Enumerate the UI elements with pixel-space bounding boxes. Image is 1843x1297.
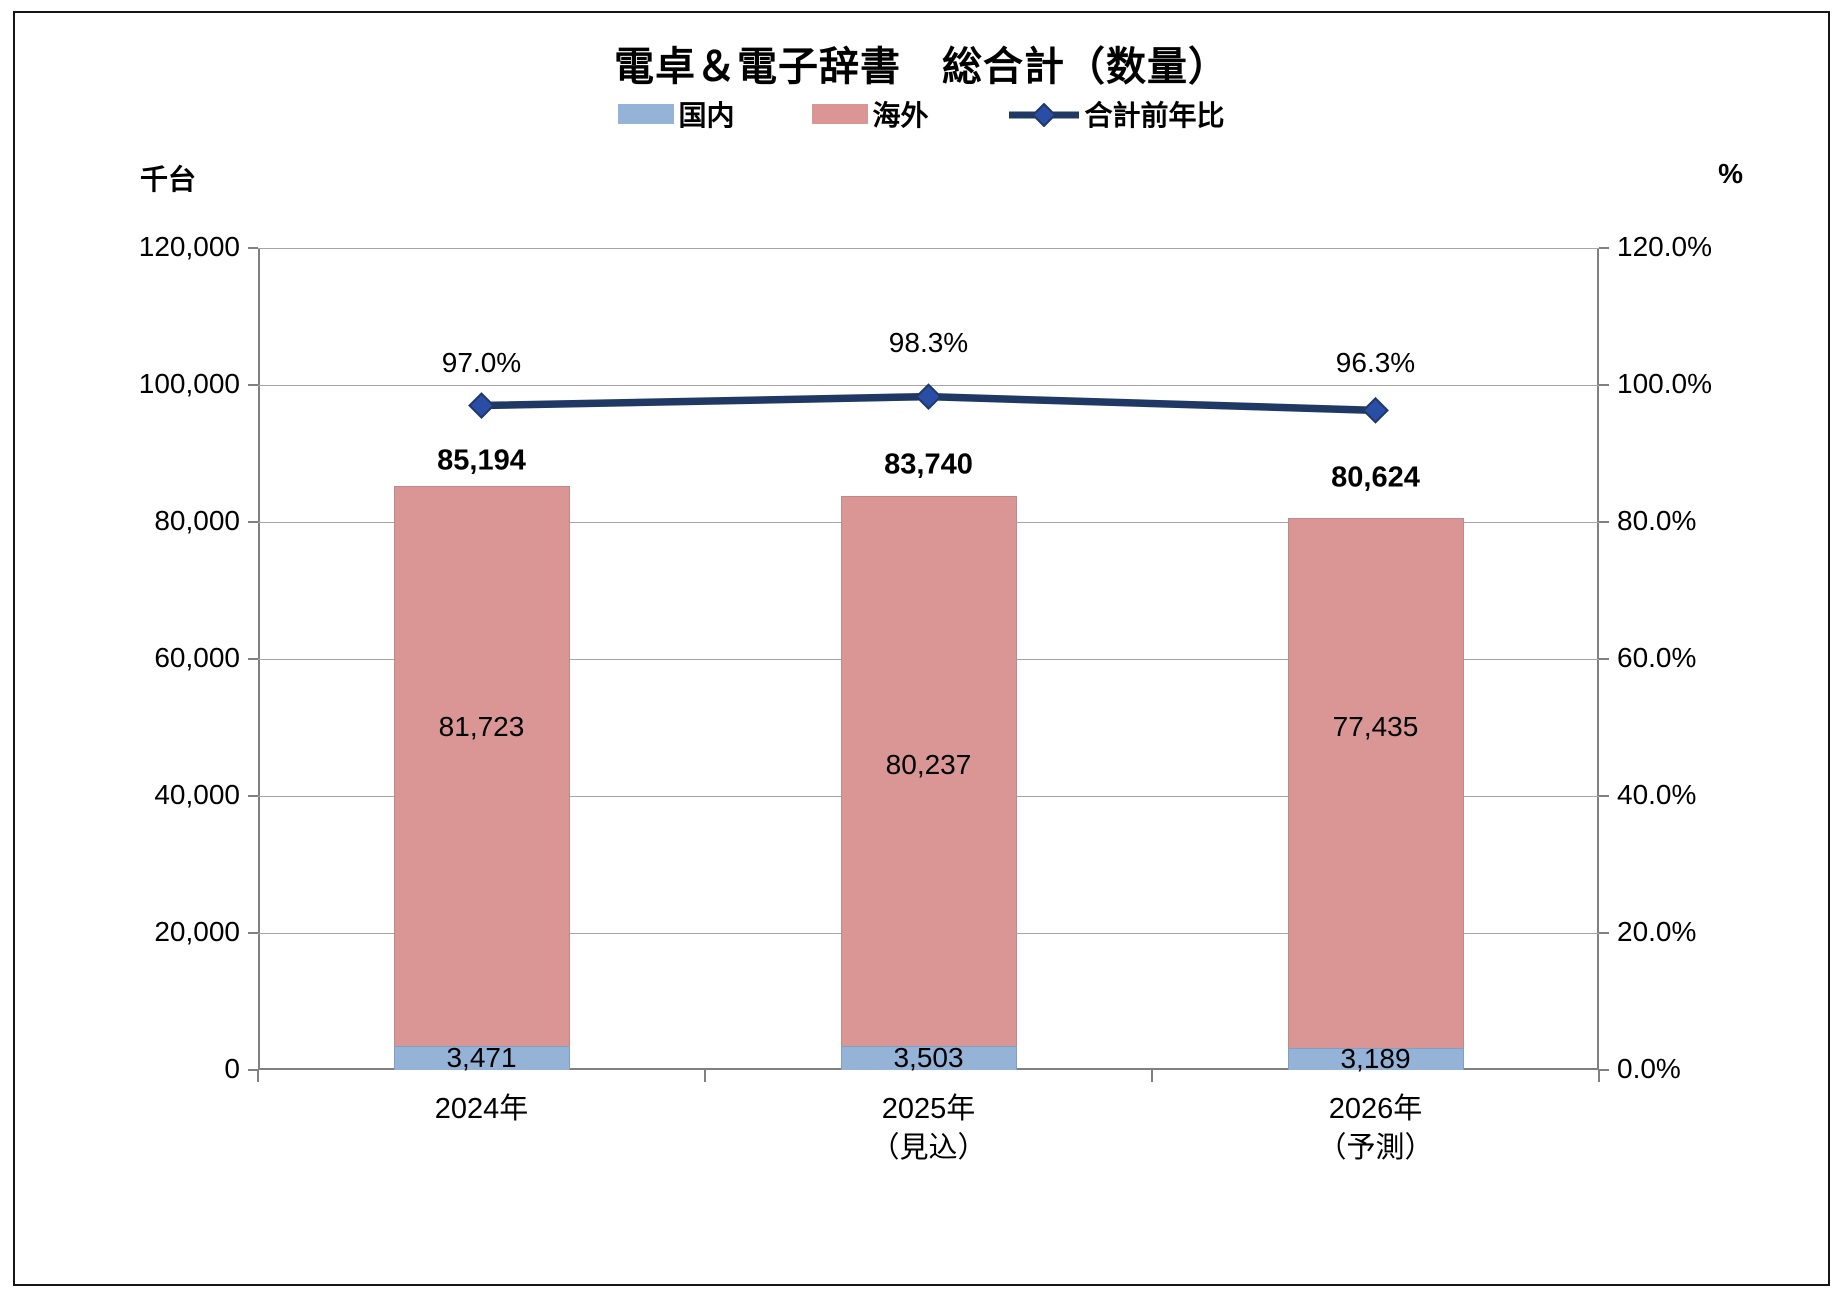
bar-label-domestic: 3,471 <box>446 1042 517 1074</box>
yoy-trend-line-layer <box>468 383 1389 424</box>
legend-label-yoy: 合計前年比 <box>1084 100 1225 131</box>
y-axis-tick-label-right: 80.0% <box>1617 505 1697 536</box>
right-axis-unit-label: % <box>1718 158 1743 189</box>
category-label-line: （予測） <box>1317 1132 1434 1164</box>
bar-segment-overseas <box>840 496 1017 1046</box>
y-axis-tick-label-left: 60,000 <box>154 642 240 673</box>
right-axis-tick <box>1599 521 1609 523</box>
bar-label-overseas: 77,435 <box>1332 710 1419 742</box>
bar-total-label: 83,740 <box>884 448 973 481</box>
right-axis-tick <box>1599 247 1609 249</box>
category-label: 2025年 （見込） <box>870 1090 986 1168</box>
right-axis-tick <box>1599 932 1609 934</box>
chart-legend: 国内 海外 合計前年比 <box>0 94 1843 134</box>
left-axis-tick <box>248 247 258 249</box>
y-axis-tick-label-left: 20,000 <box>154 916 240 947</box>
legend-item-overseas: 海外 <box>812 94 929 134</box>
legend-label-overseas: 海外 <box>872 100 929 131</box>
line-point-label: 98.3% <box>888 326 969 358</box>
y-axis-tick-label-right: 20.0% <box>1617 916 1697 947</box>
right-axis-tick <box>1599 384 1609 386</box>
bar-segment-overseas <box>1287 517 1464 1049</box>
diamond-marker-icon <box>468 392 495 419</box>
left-axis-tick <box>248 658 258 660</box>
bar-segment-overseas <box>393 486 570 1047</box>
bar-segment-domestic <box>1287 1048 1464 1070</box>
right-axis-tick <box>1599 1069 1609 1071</box>
line-point-label: 97.0% <box>441 346 522 378</box>
chart-title: 電卓＆電子辞書 総合計（数量） <box>614 45 1229 89</box>
bar-label-overseas: 81,723 <box>438 711 525 743</box>
legend-item-domestic: 国内 <box>618 94 734 134</box>
legend-label-domestic: 国内 <box>678 100 735 131</box>
diamond-marker-icon <box>1362 396 1389 424</box>
y-axis-tick-label-right: 60.0% <box>1617 642 1697 673</box>
category-label-line: （見込） <box>870 1132 987 1164</box>
bar-label-overseas: 80,237 <box>885 749 972 781</box>
category-label: 2026年 （予測） <box>1317 1090 1433 1168</box>
bar-label-domestic: 3,503 <box>893 1042 964 1073</box>
legend-line-marker-icon <box>1007 102 1081 128</box>
left-axis-tick <box>248 1069 258 1071</box>
category-label: 2024年 <box>435 1090 529 1129</box>
legend-swatch-domestic <box>618 104 675 124</box>
y-axis-tick-label-left: 100,000 <box>138 368 240 399</box>
y-axis-tick-label-right: 40.0% <box>1617 779 1697 810</box>
y-axis-tick-label-left: 0 <box>224 1053 240 1084</box>
diamond-marker-icon <box>915 383 942 411</box>
x-axis-tick <box>1151 1070 1153 1082</box>
line-point-label: 96.3% <box>1335 347 1416 379</box>
category-label-line: 2024年 <box>434 1093 529 1125</box>
x-axis-tick <box>257 1070 259 1082</box>
y-axis-tick-label-right: 100.0% <box>1617 368 1712 399</box>
bar-segment-domestic <box>840 1046 1017 1070</box>
x-axis-tick <box>1598 1070 1600 1082</box>
left-axis-tick <box>248 521 258 523</box>
left-axis-unit-label: 千台 <box>140 164 197 195</box>
y-axis-tick-label-left: 120,000 <box>138 231 240 262</box>
legend-swatch-overseas <box>812 104 869 124</box>
bar-total-label: 80,624 <box>1331 461 1420 494</box>
legend-item-yoy-line: 合計前年比 <box>1007 94 1225 134</box>
y-axis-tick-label-left: 80,000 <box>154 505 240 536</box>
category-label-line: 2026年 <box>1328 1093 1423 1125</box>
bar-segment-domestic <box>393 1046 570 1070</box>
right-axis-tick <box>1599 658 1609 660</box>
right-axis-tick <box>1599 795 1609 797</box>
bar-label-domestic: 3,189 <box>1340 1043 1411 1075</box>
y-axis-tick-label-right: 120.0% <box>1617 231 1712 262</box>
y-axis-tick-label-right: 0.0% <box>1617 1053 1681 1084</box>
category-label-line: 2025年 <box>881 1093 976 1125</box>
left-axis-tick <box>248 384 258 386</box>
gridline <box>258 247 1599 249</box>
bar-total-label: 85,194 <box>437 444 526 477</box>
y-axis-tick-label-left: 40,000 <box>154 779 240 810</box>
chart-border-frame <box>13 11 1830 1286</box>
x-axis-tick <box>704 1070 706 1082</box>
left-axis-tick <box>248 932 258 934</box>
left-axis-tick <box>248 795 258 797</box>
